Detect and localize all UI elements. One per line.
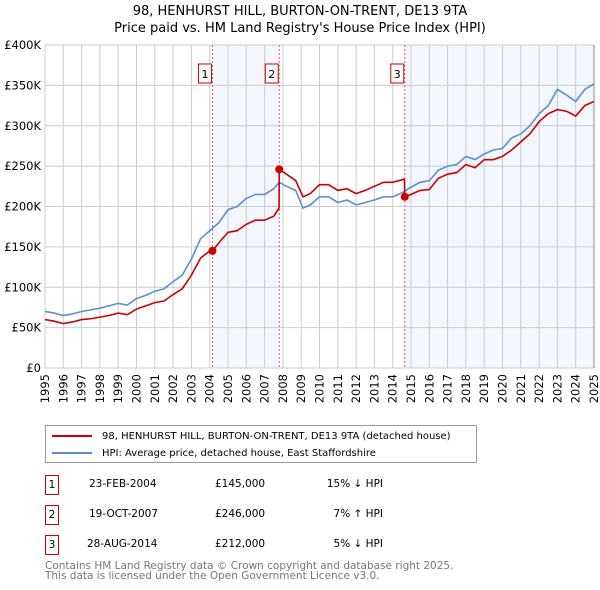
footer-line: Contains HM Land Registry data © Crown c… bbox=[45, 560, 454, 572]
sale-row: 3 28-AUG-2014 £212,000 5% ↓ HPI bbox=[45, 535, 485, 555]
x-tick-label: 2024 bbox=[569, 374, 583, 403]
x-tick-label: 2011 bbox=[331, 374, 345, 403]
legend-label: 98, HENHURST HILL, BURTON-ON-TRENT, DE13… bbox=[102, 430, 451, 442]
footer-line: This data is licensed under the Open Gov… bbox=[45, 570, 380, 582]
legend-item-property: 98, HENHURST HILL, BURTON-ON-TRENT, DE13… bbox=[46, 428, 451, 444]
sale-row: 1 23-FEB-2004 £145,000 15% ↓ HPI bbox=[45, 475, 485, 495]
x-tick-label: 1997 bbox=[75, 374, 89, 403]
x-tick-label: 2010 bbox=[313, 374, 327, 403]
y-tick-label: £350K bbox=[4, 78, 41, 92]
x-tick-label: 2001 bbox=[148, 374, 162, 403]
x-tick-label: 1998 bbox=[93, 374, 107, 403]
legend: 98, HENHURST HILL, BURTON-ON-TRENT, DE13… bbox=[45, 425, 477, 463]
x-tick-label: 2012 bbox=[349, 374, 363, 403]
x-tick-label: 2000 bbox=[130, 374, 144, 403]
hpi-line bbox=[44, 83, 595, 317]
x-tick-label: 2004 bbox=[203, 374, 217, 403]
sale-marker-box bbox=[197, 63, 212, 84]
sale-marker-label: 1 bbox=[201, 68, 208, 81]
legend-swatch-blue bbox=[52, 452, 92, 454]
sale-row: 2 19-OCT-2007 £246,000 7% ↑ HPI bbox=[45, 505, 485, 525]
y-tick-label: £300K bbox=[4, 119, 41, 133]
sale-date: 19-OCT-2007 bbox=[89, 508, 158, 520]
y-tick-label: £250K bbox=[4, 159, 41, 173]
sale-price: £212,000 bbox=[215, 538, 266, 550]
x-tick-label: 2008 bbox=[276, 374, 290, 403]
sale-point bbox=[208, 246, 217, 255]
chart-subtitle: Price paid vs. HM Land Registry's House … bbox=[114, 21, 486, 36]
sale-hpi-diff: 5% ↓ HPI bbox=[333, 538, 383, 550]
sale-hpi-diff: 15% ↓ HPI bbox=[326, 478, 383, 490]
sale-hpi-diff: 7% ↑ HPI bbox=[333, 508, 383, 520]
sale-badge: 3 bbox=[45, 535, 59, 555]
x-tick-label: 2023 bbox=[550, 374, 564, 403]
sale-date: 23-FEB-2004 bbox=[89, 478, 157, 490]
x-tick-label: 2018 bbox=[459, 374, 473, 403]
sale-price: £145,000 bbox=[215, 478, 266, 490]
x-tick-label: 2014 bbox=[386, 374, 400, 403]
y-tick-label: £50K bbox=[12, 321, 42, 335]
sale-marker-label: 3 bbox=[394, 68, 401, 81]
sale-point bbox=[275, 165, 284, 174]
x-tick-label: 2006 bbox=[239, 374, 253, 403]
x-tick-label: 2002 bbox=[166, 374, 180, 403]
x-tick-label: 2009 bbox=[294, 374, 308, 403]
sale-point bbox=[400, 192, 409, 201]
x-tick-label: 2007 bbox=[258, 374, 272, 403]
x-tick-label: 1996 bbox=[56, 374, 70, 403]
x-tick-label: 2025 bbox=[587, 374, 600, 403]
y-tick-label: £400K bbox=[4, 38, 41, 52]
x-tick-label: 2005 bbox=[221, 374, 235, 403]
sale-badge: 2 bbox=[45, 505, 59, 525]
x-tick-label: 2019 bbox=[477, 374, 491, 403]
legend-label: HPI: Average price, detached house, East… bbox=[102, 447, 376, 459]
sale-marker-label: 2 bbox=[268, 68, 275, 81]
sale-price: £246,000 bbox=[215, 508, 266, 520]
x-tick-label: 2017 bbox=[441, 374, 455, 403]
footer: Contains HM Land Registry data © Crown c… bbox=[45, 560, 454, 582]
x-tick-label: 2015 bbox=[404, 374, 418, 403]
x-tick-label: 2003 bbox=[184, 374, 198, 403]
sale-marker-box bbox=[264, 63, 279, 84]
y-tick-label: £150K bbox=[4, 240, 41, 254]
x-tick-label: 2016 bbox=[422, 374, 436, 403]
y-tick-label: £100K bbox=[4, 280, 41, 294]
property-price-line bbox=[44, 100, 595, 325]
x-tick-label: 1995 bbox=[38, 374, 52, 403]
sale-badge: 1 bbox=[45, 475, 59, 495]
x-tick-label: 2022 bbox=[532, 374, 546, 403]
x-tick-label: 2021 bbox=[514, 374, 528, 403]
x-tick-label: 2013 bbox=[367, 374, 381, 403]
sale-date: 28-AUG-2014 bbox=[87, 538, 158, 550]
legend-item-hpi: HPI: Average price, detached house, East… bbox=[46, 445, 376, 461]
sale-marker-box bbox=[390, 63, 405, 84]
y-tick-label: £0 bbox=[26, 361, 41, 375]
x-tick-label: 1999 bbox=[111, 374, 125, 403]
price-chart: £0 £50K £100K £150K £200K £250K £300K £350K £400… bbox=[4, 38, 600, 403]
legend-swatch-red bbox=[52, 435, 92, 437]
x-tick-label: 2020 bbox=[496, 374, 510, 403]
y-tick-label: £200K bbox=[4, 200, 41, 214]
chart-title: 98, HENHURST HILL, BURTON-ON-TRENT, DE13… bbox=[132, 4, 468, 19]
